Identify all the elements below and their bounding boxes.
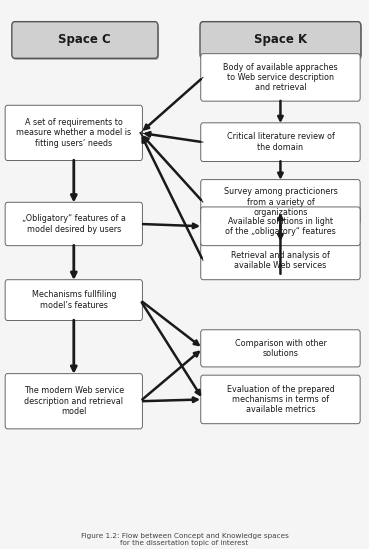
FancyBboxPatch shape [13, 23, 159, 60]
Text: Space C: Space C [59, 33, 111, 47]
Text: Critical literature review of
the domain: Critical literature review of the domain [227, 132, 334, 152]
FancyBboxPatch shape [201, 180, 360, 225]
Text: Survey among practicioners
from a variety of
organizations: Survey among practicioners from a variet… [224, 187, 337, 217]
FancyBboxPatch shape [200, 21, 361, 58]
Text: „Obligatory“ features of a
model desired by users: „Obligatory“ features of a model desired… [22, 214, 126, 234]
Text: Mechanisms fullfiling
model’s features: Mechanisms fullfiling model’s features [32, 290, 116, 310]
FancyBboxPatch shape [5, 279, 142, 321]
Text: The modern Web service
description and retrieval
model: The modern Web service description and r… [24, 386, 124, 416]
FancyBboxPatch shape [201, 54, 360, 101]
Text: Space K: Space K [254, 33, 307, 47]
FancyBboxPatch shape [201, 375, 360, 424]
Text: A set of requirements to
measure whether a model is
fitting users’ needs: A set of requirements to measure whether… [16, 118, 131, 148]
Text: Available solutions in light
of the „obligatory“ features: Available solutions in light of the „obl… [225, 217, 336, 236]
FancyBboxPatch shape [201, 207, 360, 245]
Text: Comparison with other
solutions: Comparison with other solutions [235, 339, 326, 358]
FancyBboxPatch shape [5, 105, 142, 160]
FancyBboxPatch shape [201, 23, 362, 60]
FancyBboxPatch shape [5, 202, 142, 245]
FancyBboxPatch shape [201, 330, 360, 367]
Text: Figure 1.2: Flow between Concept and Knowledge spaces
for the dissertation topic: Figure 1.2: Flow between Concept and Kno… [80, 533, 289, 546]
Text: Evaluation of the prepared
mechanisms in terms of
available metrics: Evaluation of the prepared mechanisms in… [227, 384, 334, 414]
FancyBboxPatch shape [201, 241, 360, 279]
Text: Retrieval and analysis of
available Web services: Retrieval and analysis of available Web … [231, 251, 330, 270]
FancyBboxPatch shape [201, 123, 360, 161]
FancyBboxPatch shape [5, 374, 142, 429]
FancyBboxPatch shape [12, 21, 158, 58]
Text: Body of available appraches
to Web service description
and retrieval: Body of available appraches to Web servi… [223, 63, 338, 92]
